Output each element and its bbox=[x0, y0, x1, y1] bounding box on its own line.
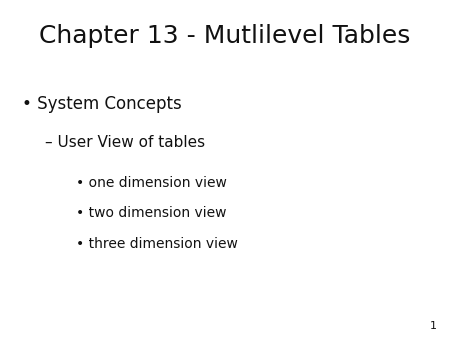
Text: • three dimension view: • three dimension view bbox=[76, 237, 238, 250]
Text: Chapter 13 - Mutlilevel Tables: Chapter 13 - Mutlilevel Tables bbox=[39, 24, 411, 48]
Text: – User View of tables: – User View of tables bbox=[45, 135, 205, 150]
Text: • System Concepts: • System Concepts bbox=[22, 95, 182, 113]
Text: • one dimension view: • one dimension view bbox=[76, 176, 227, 190]
Text: • two dimension view: • two dimension view bbox=[76, 206, 227, 220]
Text: 1: 1 bbox=[429, 321, 436, 331]
